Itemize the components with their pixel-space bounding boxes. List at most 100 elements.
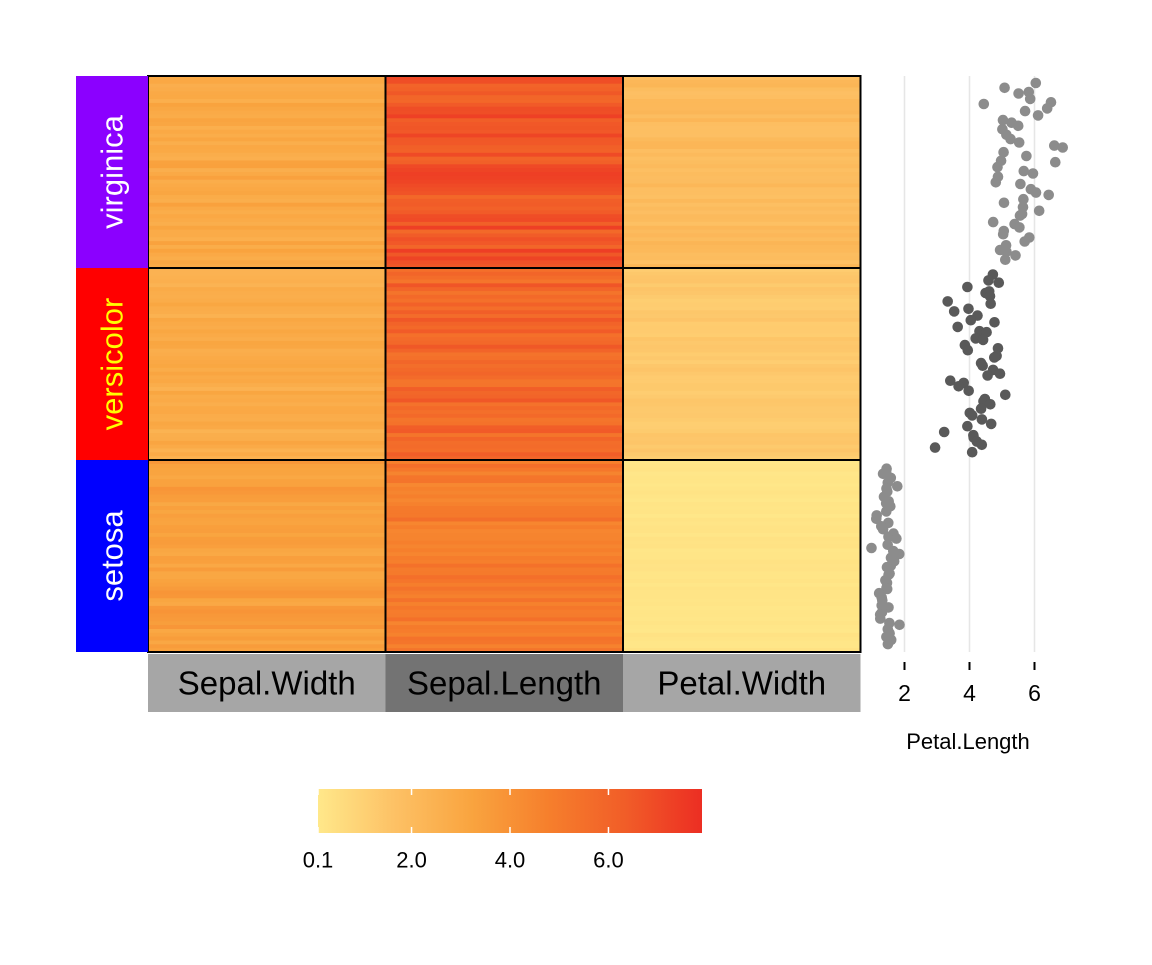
heatmap-stripe-virginica-Sepal.Length [385,76,623,81]
heatmap-stripe-versicolor-Petal.Width [623,306,861,311]
heatmap-stripe-versicolor-Sepal.Length [385,375,623,380]
heatmap-stripe-versicolor-Sepal.Length [385,283,623,288]
heatmap-stripe-setosa-Petal.Width [623,532,861,538]
scatter-point-versicolor [977,334,989,346]
heatmap-stripe-setosa-Petal.Width [623,498,861,503]
heatmap-stripe-setosa-Sepal.Length [385,544,623,549]
heatmap-stripe-versicolor-Petal.Width [623,406,861,411]
heatmap-stripe-virginica-Sepal.Length [385,133,623,139]
heatmap-stripe-virginica-Sepal.Length [385,106,623,112]
heatmap-stripe-virginica-Sepal.Width [148,183,386,188]
heatmap-stripe-virginica-Petal.Width [623,76,861,81]
scatter-point-versicolor [952,321,963,333]
heatmap-stripe-virginica-Petal.Width [623,248,861,254]
heatmap-stripe-virginica-Petal.Width [623,260,861,265]
heatmap-stripe-setosa-Petal.Width [623,556,861,561]
heatmap-stripe-versicolor-Sepal.Length [385,298,623,304]
heatmap-stripe-setosa-Sepal.Width [148,621,386,626]
color-legend-tick-label: 2.0 [396,848,427,873]
heatmap-stripe-setosa-Sepal.Width [148,483,386,488]
heatmap-stripe-virginica-Sepal.Length [385,152,623,158]
heatmap-stripe-versicolor-Petal.Width [623,398,861,403]
heatmap-stripe-virginica-Sepal.Length [385,79,623,85]
heatmap-stripe-setosa-Sepal.Length [385,552,623,557]
heatmap-stripe-setosa-Petal.Width [623,644,861,649]
heatmap-stripe-versicolor-Petal.Width [623,364,861,369]
heatmap-stripe-versicolor-Sepal.Width [148,314,386,319]
heatmap-stripe-setosa-Sepal.Width [148,517,386,523]
scatter-point-setosa [875,613,886,624]
heatmap-stripe-versicolor-Petal.Width [623,444,861,450]
heatmap-stripe-virginica-Sepal.Width [148,264,386,269]
column-label-Sepal.Width: Sepal.Width [178,665,356,702]
heatmap-stripe-versicolor-Sepal.Width [148,329,386,334]
heatmap-stripe-setosa-Sepal.Length [385,590,623,595]
heatmap-stripe-virginica-Sepal.Width [148,148,386,154]
heatmap-stripe-setosa-Petal.Width [623,467,861,473]
heatmap-stripe-setosa-Petal.Width [623,628,861,634]
heatmap-stripe-setosa-Petal.Width [623,486,861,492]
heatmap-stripe-versicolor-Sepal.Width [148,452,386,457]
heatmap-stripe-setosa-Sepal.Width [148,536,386,542]
heatmap-stripe-setosa-Sepal.Width [148,502,386,507]
heatmap-stripe-setosa-Sepal.Width [148,559,386,565]
heatmap-stripe-setosa-Sepal.Width [148,460,386,465]
heatmap-stripe-virginica-Sepal.Width [148,91,386,96]
petal-length-scatter: 2 4 6 Petal.Length [866,76,1068,754]
heatmap-stripe-versicolor-Sepal.Length [385,417,623,423]
heatmap-stripe-versicolor-Sepal.Width [148,275,386,281]
heatmap-stripe-virginica-Petal.Width [623,237,861,242]
heatmap-stripe-setosa-Sepal.Length [385,556,623,561]
heatmap-stripe-setosa-Sepal.Width [148,575,386,580]
scatter-point-virginica [978,98,990,110]
heatmap-stripe-virginica-Sepal.Width [148,206,386,211]
heatmap-stripe-setosa-Sepal.Length [385,506,623,511]
heatmap-stripe-virginica-Petal.Width [623,225,861,231]
heatmap-stripe-virginica-Petal.Width [623,87,861,92]
heatmap-stripe-versicolor-Sepal.Width [148,360,386,365]
heatmap-stripe-versicolor-Sepal.Length [385,352,623,357]
scatter-point-virginica [1018,165,1030,177]
heatmap-stripe-setosa-Sepal.Width [148,613,386,619]
heatmap-stripe-virginica-Sepal.Width [148,114,386,119]
heatmap-stripe-versicolor-Sepal.Width [148,298,386,304]
heatmap-stripe-virginica-Sepal.Length [385,160,623,165]
heatmap-stripe-setosa-Sepal.Length [385,648,623,653]
heatmap-stripe-virginica-Sepal.Length [385,187,623,192]
heatmap-stripe-virginica-Petal.Width [623,91,861,96]
heatmap-stripe-setosa-Petal.Width [623,636,861,642]
scatter-point-versicolor [977,360,988,372]
heatmap-stripe-setosa-Sepal.Width [148,498,386,503]
heatmap-stripe-setosa-Sepal.Width [148,463,386,469]
heatmap-stripe-virginica-Petal.Width [623,145,861,150]
scatter-point-virginica [1050,156,1061,168]
scatter-point-virginica [1041,103,1053,114]
heatmap-stripe-setosa-Sepal.Width [148,644,386,649]
heatmap-stripe-setosa-Sepal.Length [385,532,623,538]
heatmap-stripe-setosa-Sepal.Width [148,525,386,530]
heatmap-stripe-virginica-Petal.Width [623,175,861,181]
row-label-setosa: setosa [95,510,130,602]
heatmap-stripe-versicolor-Sepal.Length [385,379,623,384]
heatmap-stripe-setosa-Sepal.Length [385,521,623,526]
heatmap-stripe-virginica-Sepal.Width [148,241,386,246]
heatmap-stripe-setosa-Petal.Width [623,598,861,603]
heatmap-stripe-versicolor-Sepal.Length [385,371,623,377]
heatmap-stripe-virginica-Petal.Width [623,206,861,211]
heatmap-stripe-virginica-Petal.Width [623,168,861,173]
scatter-point-virginica [987,216,999,228]
heatmap-stripe-virginica-Sepal.Length [385,244,623,250]
heatmap-stripe-virginica-Petal.Width [623,210,861,215]
heatmap-stripe-setosa-Sepal.Length [385,548,623,553]
heatmap-stripe-virginica-Petal.Width [623,156,861,162]
heatmap-stripe-virginica-Petal.Width [623,183,861,188]
scatter-point-virginica [1013,137,1025,148]
heatmap-stripe-setosa-Sepal.Length [385,594,623,599]
heatmap-stripe-virginica-Petal.Width [623,102,861,108]
heatmap-stripe-versicolor-Sepal.Length [385,271,623,277]
heatmap-stripe-setosa-Petal.Width [623,525,861,530]
heatmap-stripe-virginica-Sepal.Width [148,221,386,227]
heatmap-stripe-setosa-Sepal.Length [385,525,623,530]
heatmap-stripe-setosa-Petal.Width [623,594,861,599]
heatmap-stripe-versicolor-Sepal.Length [385,398,623,403]
